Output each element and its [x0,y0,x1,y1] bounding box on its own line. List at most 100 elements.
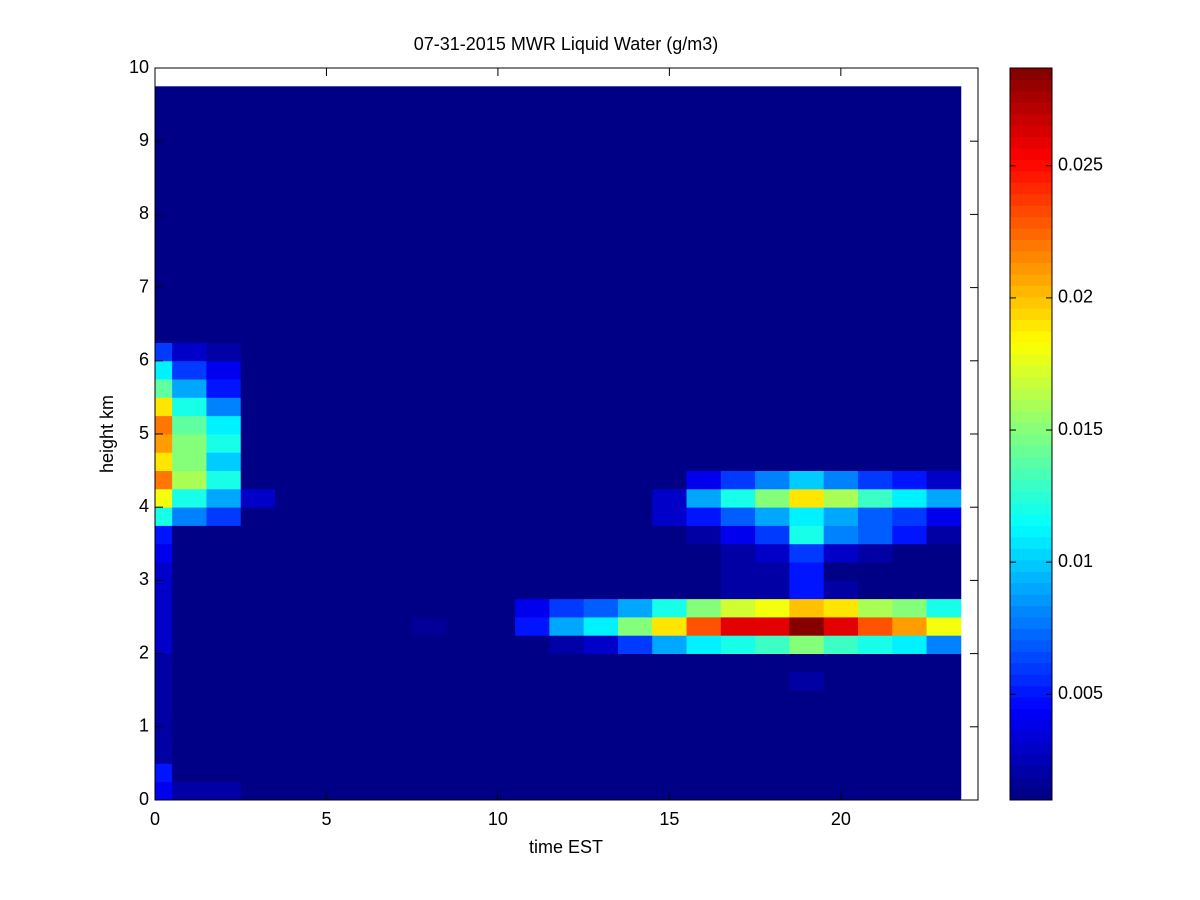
heatmap-cell [583,342,619,362]
heatmap-cell [206,470,242,490]
heatmap-cell [549,434,585,453]
colorbar-swatch [1010,559,1052,572]
heatmap-cell [172,452,207,471]
heatmap-cell [155,543,173,563]
heatmap-cell [412,726,447,746]
heatmap-cell [343,287,379,307]
heatmap-cell [617,287,653,307]
heatmap-cell [446,342,482,362]
heatmap-cell [412,488,447,508]
heatmap-cell [583,86,619,288]
colorbar-swatch [1010,697,1052,709]
heatmap-cell [275,525,310,545]
heatmap-cell [240,726,276,746]
heatmap-cell [446,617,482,636]
heatmap-cell [617,86,653,288]
heatmap-cell [652,525,687,545]
colorbar-swatch [1010,434,1052,446]
heatmap-cell [412,671,447,691]
heatmap-cell [652,653,687,673]
heatmap-cell [343,397,379,417]
heatmap-cell [172,763,207,783]
heatmap-cell [789,360,825,380]
heatmap-cell [240,397,276,417]
heatmap-cell [377,379,413,398]
heatmap-cell [549,379,585,398]
heatmap-cell [617,653,653,673]
heatmap-cell [755,745,790,764]
heatmap-cell [206,671,242,691]
heatmap-cell [549,763,585,783]
heatmap-cell [446,488,482,508]
heatmap-cell [892,305,927,325]
heatmap-cell [789,635,825,654]
heatmap-cell [892,379,927,398]
heatmap-cell [240,763,276,783]
heatmap-cell [857,617,893,636]
heatmap-cell [343,708,379,728]
heatmap-cell [309,305,345,325]
heatmap-cell [240,580,276,600]
colorbar-swatch [1010,170,1052,183]
heatmap-cell [755,507,790,526]
heatmap-cell [480,763,516,783]
heatmap-cell [755,562,790,581]
colorbar-swatch [1010,536,1052,549]
heatmap-cell [515,580,550,600]
heatmap-cell [857,763,893,783]
heatmap-cell [412,415,447,435]
colorbar-swatch [1010,639,1052,652]
colorbar-swatch [1010,365,1052,378]
heatmap-cell [343,745,379,764]
y-tick-label: 4 [139,496,149,516]
heatmap-cell [892,580,927,600]
colorbar-swatch [1010,205,1052,218]
heatmap-cell [892,635,927,654]
heatmap-cell [617,617,653,636]
colorbar-swatch [1010,136,1052,149]
heatmap-cell [240,653,276,673]
colorbar-swatch [1010,193,1052,206]
heatmap-cell [583,452,619,471]
heatmap-cell [686,708,722,728]
heatmap-cell [155,708,173,728]
heatmap-cell [617,305,653,325]
colorbar-swatch [1010,399,1052,412]
heatmap-cell [857,598,893,618]
heatmap-cell [412,617,447,636]
heatmap-cell [823,86,859,288]
heatmap-cell [446,598,482,618]
heatmap-cell [789,397,825,417]
heatmap-cell [789,434,825,453]
heatmap-cell [377,708,413,728]
colorbar-swatch [1010,731,1052,744]
chart-title: 07-31-2015 MWR Liquid Water (g/m3) [414,34,718,54]
colorbar-swatch [1010,777,1052,790]
colorbar-swatch [1010,273,1052,286]
heatmap-cell [789,726,825,746]
heatmap-cell [343,86,379,288]
heatmap-cell [549,726,585,746]
heatmap-cell [206,653,242,673]
y-tick-label: 2 [139,642,149,662]
heatmap-cell [275,690,310,709]
heatmap-cell [617,781,653,801]
heatmap-cell [823,708,859,728]
heatmap-cell [617,598,653,618]
heatmap-cell [720,598,756,618]
heatmap-cell [480,415,516,435]
heatmap-cell [377,580,413,600]
heatmap-cell [172,580,207,600]
heatmap-cell [240,305,276,325]
heatmap-cell [343,452,379,471]
heatmap-cell [823,379,859,398]
heatmap-cell [892,726,927,746]
heatmap-cell [480,635,516,654]
heatmap-cell [583,324,619,343]
heatmap-cell [206,690,242,709]
heatmap-cell [412,287,447,307]
heatmap-cell [446,434,482,453]
heatmap-cell [412,305,447,325]
heatmap-cell [549,562,585,581]
heatmap-cell [377,781,413,801]
